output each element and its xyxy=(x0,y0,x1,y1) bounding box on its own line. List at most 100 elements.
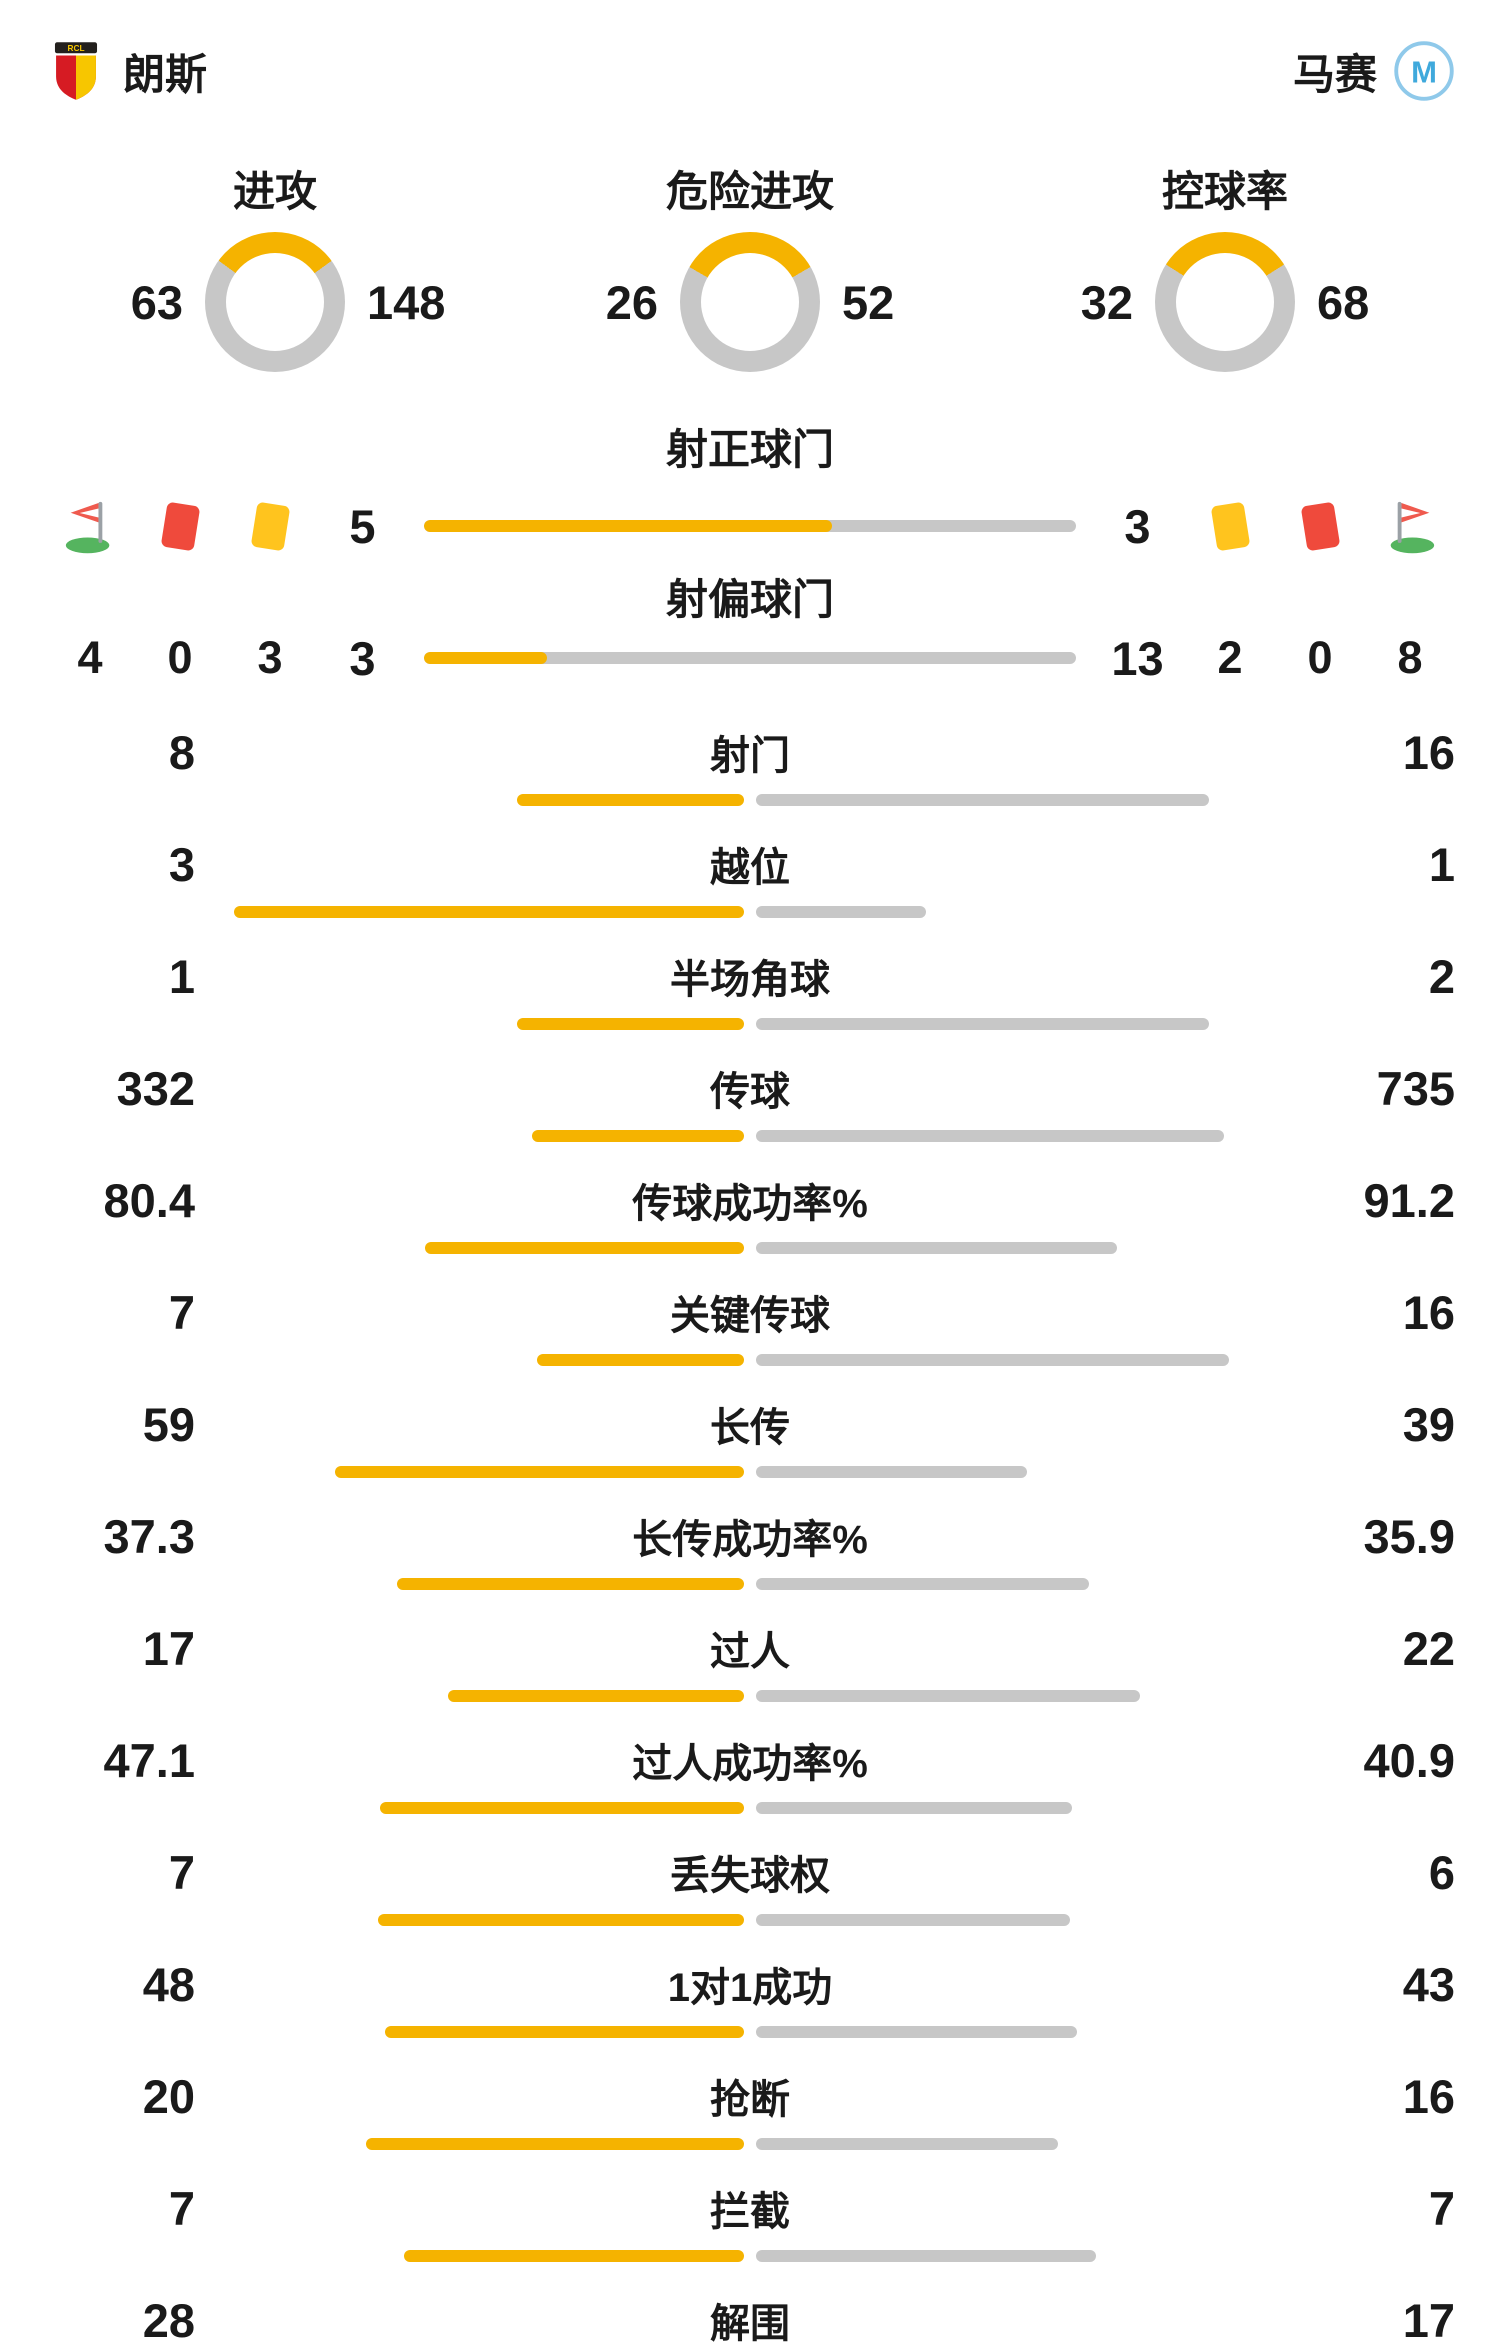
home-team-crest-icon: RCL xyxy=(45,40,107,102)
donut-title: 进攻 xyxy=(232,168,317,215)
stat-row-14: 28 解围 17 xyxy=(0,2276,1500,2350)
stat-line: 3 越位 1 xyxy=(45,835,1455,893)
donut-home-value: 26 xyxy=(605,275,658,329)
away-red-cards-value: 0 xyxy=(1307,632,1333,683)
donut-away-value: 68 xyxy=(1317,275,1370,329)
stat-home-value: 37.3 xyxy=(103,1510,195,1563)
stat-bar xyxy=(45,1802,1455,1814)
stat-home-value: 1 xyxy=(168,950,195,1003)
red-card-icon xyxy=(1283,491,1357,561)
donut-ring xyxy=(1155,232,1295,372)
stat-bar-away-segment xyxy=(756,2026,1077,2038)
stat-label: 抢断 xyxy=(710,2078,790,2122)
shots-off-target-label: 射偏球门 xyxy=(665,576,834,623)
stat-bar xyxy=(45,1578,1455,1590)
corner-flag-icon xyxy=(53,491,127,561)
stat-line: 17 过人 22 xyxy=(45,1619,1455,1677)
stat-home-value: 7 xyxy=(168,1846,195,1899)
stat-list: 8 射门 16 3 越位 1 1 半场角球 2 332 传球 735 80.4 传球成功率% 91.2 7 关键… xyxy=(0,708,1500,2350)
stat-bar-home-segment xyxy=(517,794,744,806)
away-team[interactable]: 马赛 M xyxy=(1293,40,1455,102)
stat-bar xyxy=(45,1690,1455,1702)
shots-on-target-bar xyxy=(424,520,1076,532)
discipline-numbers-row: 4 0 3 3 13 2 0 8 xyxy=(0,630,1500,686)
stat-label: 丢失球权 xyxy=(670,1854,830,1898)
stat-bar-away-segment xyxy=(756,906,926,918)
stat-line: 7 拦截 7 xyxy=(45,2179,1455,2237)
donut-values-row: 63 148 xyxy=(85,232,465,372)
home-red-cards-value: 0 xyxy=(167,632,193,683)
stat-bar-away-segment xyxy=(756,1802,1072,1814)
stat-away-value: 1 xyxy=(1428,838,1455,891)
stat-bar-home-segment xyxy=(448,1690,744,1702)
stat-away-value: 39 xyxy=(1402,1398,1455,1451)
stat-row-1: 3 越位 1 xyxy=(0,820,1500,918)
home-team-name: 朗斯 xyxy=(123,50,208,98)
red-card-icon xyxy=(143,491,217,561)
stat-away-value: 35.9 xyxy=(1363,1510,1455,1563)
stat-row-0: 8 射门 16 xyxy=(0,708,1500,806)
home-yellow-cards-value: 3 xyxy=(257,632,283,683)
stat-row-2: 1 半场角球 2 xyxy=(0,932,1500,1030)
stat-bar xyxy=(45,1914,1455,1926)
donut-title: 控球率 xyxy=(1161,168,1288,215)
donut-values-row: 26 52 xyxy=(560,232,940,372)
stat-away-value: 6 xyxy=(1428,1846,1455,1899)
home-team[interactable]: RCL 朗斯 xyxy=(45,40,207,102)
stat-bar xyxy=(45,2026,1455,2038)
stat-bar-away-segment xyxy=(756,1130,1224,1142)
stat-label: 拦截 xyxy=(710,2190,790,2234)
stat-bar-away-segment xyxy=(756,1578,1089,1590)
stat-home-value: 3 xyxy=(168,838,195,891)
stat-away-value: 16 xyxy=(1402,2070,1455,2123)
stat-line: 28 解围 17 xyxy=(45,2291,1455,2349)
stat-bar xyxy=(45,1018,1455,1030)
stat-home-value: 20 xyxy=(142,2070,195,2123)
stat-line: 20 抢断 16 xyxy=(45,2067,1455,2125)
stat-row-10: 7 丢失球权 6 xyxy=(0,1828,1500,1926)
stat-row-8: 17 过人 22 xyxy=(0,1604,1500,1702)
corner-flag-icon xyxy=(1373,491,1447,561)
stat-bar xyxy=(45,906,1455,918)
stat-bar-home-segment xyxy=(537,1354,744,1366)
stat-home-value: 28 xyxy=(142,2294,195,2347)
stat-line: 47.1 过人成功率% 40.9 xyxy=(45,1731,1455,1789)
home-corners-value: 4 xyxy=(77,632,103,683)
stat-row-11: 48 1对1成功 43 xyxy=(0,1940,1500,2038)
stat-bar-away-segment xyxy=(756,2250,1096,2262)
stat-bar-home-segment xyxy=(234,906,744,918)
stat-line: 332 传球 735 xyxy=(45,1059,1455,1117)
stat-row-5: 7 关键传球 16 xyxy=(0,1268,1500,1366)
stat-away-value: 17 xyxy=(1402,2294,1455,2347)
stat-bar xyxy=(45,794,1455,806)
stat-bar-away-segment xyxy=(756,1914,1070,1926)
stat-row-12: 20 抢断 16 xyxy=(0,2052,1500,2150)
stat-away-value: 91.2 xyxy=(1363,1174,1455,1227)
stat-row-3: 332 传球 735 xyxy=(0,1044,1500,1142)
stat-line: 59 长传 39 xyxy=(45,1395,1455,1453)
stat-bar xyxy=(45,1130,1455,1142)
stat-label: 长传成功率% xyxy=(632,1518,868,1562)
shots-on-target-away-value: 3 xyxy=(1124,499,1151,553)
stat-bar-home-segment xyxy=(404,2250,744,2262)
stat-home-value: 47.1 xyxy=(103,1734,195,1787)
donut-group-2: 控球率 32 68 xyxy=(1005,168,1445,372)
stat-bar-home-segment xyxy=(380,1802,744,1814)
stat-bar-away-segment xyxy=(756,1242,1117,1254)
stat-row-7: 37.3 长传成功率% 35.9 xyxy=(0,1492,1500,1590)
stat-home-value: 8 xyxy=(168,726,195,779)
away-team-crest-icon: M xyxy=(1393,40,1455,102)
stat-label: 传球成功率% xyxy=(632,1182,868,1226)
stat-row-4: 80.4 传球成功率% 91.2 xyxy=(0,1156,1500,1254)
stat-home-value: 7 xyxy=(168,2182,195,2235)
stat-bar xyxy=(45,1466,1455,1478)
shots-off-target-bar xyxy=(424,652,1076,664)
stat-row-9: 47.1 过人成功率% 40.9 xyxy=(0,1716,1500,1814)
stat-label: 关键传球 xyxy=(670,1294,830,1338)
stat-line: 7 丢失球权 6 xyxy=(45,1843,1455,1901)
stat-line: 7 关键传球 16 xyxy=(45,1283,1455,1341)
stat-bar-away-segment xyxy=(756,1690,1140,1702)
stat-away-value: 2 xyxy=(1428,950,1455,1003)
stat-away-value: 735 xyxy=(1376,1062,1455,1115)
stat-row-6: 59 长传 39 xyxy=(0,1380,1500,1478)
